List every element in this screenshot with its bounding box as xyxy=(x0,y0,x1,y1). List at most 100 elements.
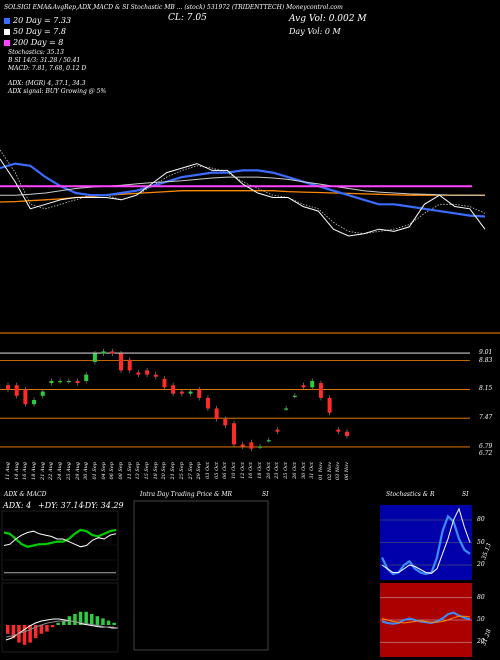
date-axis-label: 21 Sep xyxy=(170,462,177,480)
date-axis-label: 18 Sep xyxy=(152,462,159,480)
stochastics-si-label: SI xyxy=(462,491,469,498)
stochastics-r-line xyxy=(381,507,471,574)
date-axis-label: 20 Oct xyxy=(265,462,272,479)
candle-body xyxy=(258,446,263,448)
stochastics-tick-label: 50 xyxy=(477,538,485,546)
macd-histogram-bar xyxy=(78,611,83,625)
stochastics-tick-label: 20 xyxy=(477,561,485,568)
candle-body xyxy=(101,351,106,354)
candle-body xyxy=(223,419,228,426)
candle-body xyxy=(75,380,80,384)
ma50-swatch xyxy=(4,29,10,35)
adx-panel-title: ADX & MACD xyxy=(4,491,47,498)
date-axis-label: 24 Aug xyxy=(57,462,64,480)
adx-frame xyxy=(1,510,119,581)
pdy-value: +DY: 37.14 xyxy=(38,501,84,510)
price-panel xyxy=(0,149,486,237)
date-axis-label: 15 Sep xyxy=(144,462,151,480)
candle-body xyxy=(345,431,349,436)
si-signal-line xyxy=(381,615,471,624)
macd-histogram-bar xyxy=(11,625,16,639)
intraday-si-label: SI xyxy=(262,491,269,498)
si-tick-label: 50 xyxy=(477,616,485,623)
candle-body xyxy=(14,385,19,396)
date-axis-label: 21 Aug xyxy=(39,462,46,480)
candle-body xyxy=(153,374,158,377)
macd-histogram-bar xyxy=(101,618,105,625)
macd-histogram-bar xyxy=(50,625,55,628)
macd-histogram-bar xyxy=(112,622,116,625)
candlestick-panel xyxy=(0,348,470,452)
candle-body xyxy=(310,380,315,388)
candle-body xyxy=(197,389,202,398)
price-axis-label: 6.72 xyxy=(479,449,493,457)
date-axis-label: 31 Oct xyxy=(309,462,316,479)
price-axis-label: 9.01 xyxy=(479,349,493,357)
candle-body xyxy=(110,351,115,354)
macd-histogram-bar xyxy=(84,611,88,625)
ma20-swatch xyxy=(4,18,10,24)
candle-body xyxy=(136,372,141,375)
intraday-panel xyxy=(133,500,269,651)
date-axis-label: 30 Aug xyxy=(83,462,90,480)
ma50-legend: 50 Day = 7.8 xyxy=(4,27,66,36)
ma200-swatch xyxy=(4,40,10,46)
candle-body xyxy=(214,408,219,420)
candle-body xyxy=(162,378,167,388)
date-axis-label: 06 Oct xyxy=(222,462,229,479)
date-axis-label: 25 Sep xyxy=(178,462,185,480)
candle-body xyxy=(84,374,89,381)
date-axis-label: 22 Aug xyxy=(48,462,55,480)
stochastics-tick-label: 80 xyxy=(477,516,485,523)
macd-text: MACD: 7.81, 7.68, 0.12 D xyxy=(8,65,87,72)
candle-body xyxy=(249,442,254,449)
date-axis-label: 11 Sep xyxy=(126,462,133,480)
candle-body xyxy=(188,391,193,394)
macd-signal-line xyxy=(5,620,119,638)
ma200-legend: 200 Day = 8 xyxy=(4,38,63,47)
candle-body xyxy=(318,383,323,398)
candle-body xyxy=(127,359,132,371)
stochastics-text: Stochastics: 35.13 xyxy=(8,49,64,56)
candle-body xyxy=(23,389,28,405)
close-line xyxy=(0,158,486,237)
macd-histogram-bar xyxy=(62,620,66,625)
macd-histogram-bar xyxy=(106,620,111,625)
date-axis-label: 25 Aug xyxy=(65,462,72,480)
date-axis-label: 16 Aug xyxy=(22,462,29,480)
macd-histogram-bar xyxy=(56,622,60,625)
candle-body xyxy=(171,385,176,394)
date-axis-label: 03 Nov xyxy=(335,462,342,481)
macd-histogram-bar xyxy=(90,614,94,625)
price-axis-label: 7.47 xyxy=(479,414,493,422)
adx-series-dy-line xyxy=(3,528,117,548)
day-volume-label: Day Vol: 0 M xyxy=(289,27,341,36)
date-axis-label: 26 Oct xyxy=(291,462,298,479)
date-axis-label: 08 Sep xyxy=(118,462,124,480)
date-axis-label: 06 Sep xyxy=(109,462,116,480)
ma20-legend: 20 Day = 7.33 xyxy=(4,16,71,25)
date-axis-label: 30 Oct xyxy=(300,462,307,479)
candle-body xyxy=(145,370,150,375)
date-axis-label: 10 Oct xyxy=(231,462,237,479)
date-axis-label: 25 Oct xyxy=(283,462,290,479)
adx-series-dy-line xyxy=(3,530,117,548)
si-text: B SI 14/3: 31.28 / 50.41 xyxy=(8,57,81,64)
20-day-line xyxy=(0,162,486,218)
candle-body xyxy=(240,444,245,447)
date-axis-label: 06 Nov xyxy=(344,462,350,481)
candle-body xyxy=(336,429,341,432)
candle-body xyxy=(284,408,289,410)
si-panel xyxy=(380,583,472,657)
macd-histogram-bar xyxy=(34,625,38,639)
date-axis-label: 14 Aug xyxy=(13,462,20,480)
date-axis-label: 03 Oct xyxy=(204,462,211,479)
candle-body xyxy=(327,397,332,413)
date-axis-label: 05 Oct xyxy=(213,462,220,479)
date-axis-label: 01 Nov xyxy=(317,462,324,481)
candle-body xyxy=(205,397,210,409)
mdy-value: -DY: 34.29 xyxy=(82,501,124,510)
candle-body xyxy=(179,391,184,394)
si-line xyxy=(381,611,471,625)
date-axis-label: 04 Sep xyxy=(100,462,107,480)
